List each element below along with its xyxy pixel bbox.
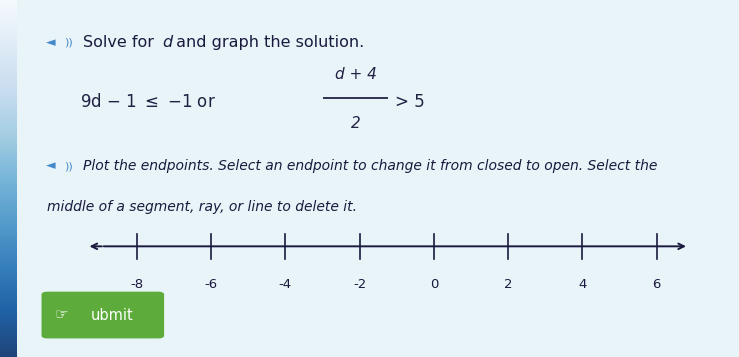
Text: 2: 2 [350,116,361,131]
Text: and graph the solution.: and graph the solution. [171,35,364,50]
Text: -8: -8 [130,278,143,291]
Text: 9d $-$ 1 $\leq$ $-$1 or: 9d $-$ 1 $\leq$ $-$1 or [80,93,216,111]
Text: )): )) [64,38,72,48]
Text: > 5: > 5 [395,93,425,111]
Text: ☞: ☞ [55,307,69,323]
Text: -6: -6 [205,278,218,291]
Text: 0: 0 [429,278,438,291]
Text: d: d [162,35,172,50]
Text: d + 4: d + 4 [335,67,376,82]
Text: ◄: ◄ [46,36,55,49]
Text: ubmit: ubmit [90,307,133,323]
Text: 4: 4 [578,278,587,291]
Text: 6: 6 [653,278,661,291]
Text: -2: -2 [353,278,367,291]
Text: Plot the endpoints. Select an endpoint to change it from closed to open. Select : Plot the endpoints. Select an endpoint t… [83,159,658,173]
Text: )): )) [64,161,72,171]
Text: 2: 2 [504,278,512,291]
Text: Solve for: Solve for [83,35,159,50]
FancyBboxPatch shape [41,292,164,338]
Text: middle of a segment, ray, or line to delete it.: middle of a segment, ray, or line to del… [47,200,357,214]
Text: -4: -4 [279,278,292,291]
Text: ◄: ◄ [46,160,55,172]
